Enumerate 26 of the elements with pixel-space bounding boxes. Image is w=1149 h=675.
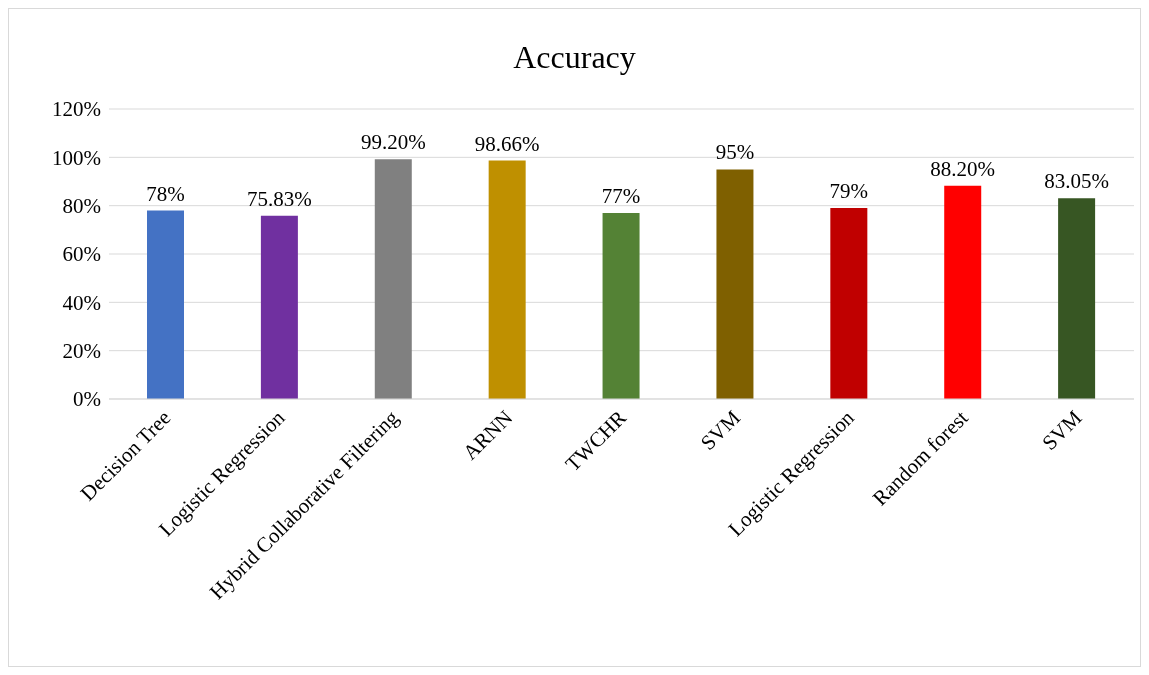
y-tick-label: 120% bbox=[52, 97, 101, 122]
data-label: 83.05% bbox=[1044, 169, 1109, 194]
bar bbox=[716, 169, 754, 399]
y-tick-label: 0% bbox=[73, 387, 101, 412]
data-label: 78% bbox=[146, 181, 185, 206]
y-tick-label: 40% bbox=[62, 290, 101, 315]
y-tick-label: 60% bbox=[62, 242, 101, 267]
data-label: 99.20% bbox=[360, 130, 426, 155]
bar bbox=[488, 160, 526, 399]
data-label: 75.83% bbox=[247, 186, 312, 211]
data-label: 98.66% bbox=[474, 131, 540, 156]
data-label: 88.20% bbox=[930, 156, 996, 181]
bar bbox=[147, 210, 184, 399]
y-tick-label: 80% bbox=[62, 194, 101, 219]
bar bbox=[830, 208, 868, 399]
chart-title: Accuracy bbox=[512, 38, 637, 77]
bar bbox=[374, 159, 412, 399]
bar bbox=[602, 212, 640, 399]
y-tick-label: 20% bbox=[62, 339, 101, 364]
data-label: 95% bbox=[715, 140, 755, 165]
y-tick-label: 100% bbox=[52, 145, 101, 170]
data-label: 77% bbox=[601, 183, 641, 208]
bar bbox=[260, 215, 298, 399]
bar bbox=[1058, 198, 1096, 399]
bar bbox=[944, 185, 982, 399]
data-label: 79% bbox=[829, 179, 869, 204]
